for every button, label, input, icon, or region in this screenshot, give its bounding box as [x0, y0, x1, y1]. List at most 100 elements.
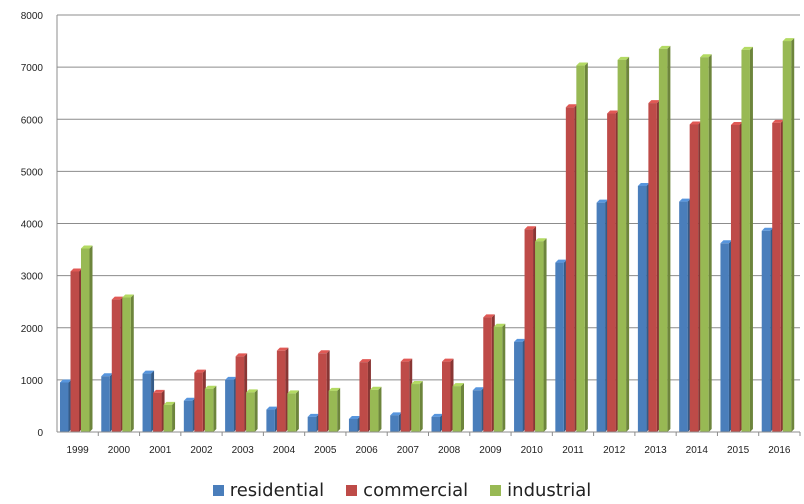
- bar-front: [183, 400, 193, 432]
- bar-commercial-2015: [730, 121, 743, 432]
- bar-side: [89, 245, 93, 432]
- bar-top: [472, 387, 485, 391]
- bar-top: [761, 227, 774, 231]
- bar-front: [730, 124, 740, 432]
- bar-front: [225, 379, 234, 432]
- bar-residential-2007: [390, 412, 402, 432]
- bar-top: [101, 373, 113, 377]
- bar-top: [359, 359, 371, 363]
- bar-top: [648, 100, 660, 104]
- bar-top: [153, 389, 165, 393]
- bar-front: [235, 356, 245, 432]
- bar-side: [502, 323, 506, 432]
- legend: residential commercial industrial: [0, 478, 804, 502]
- x-tick-label: 2011: [562, 445, 584, 456]
- bar-commercial-2000: [111, 296, 124, 432]
- bar-front: [617, 59, 627, 432]
- x-tick-label: 2014: [686, 445, 709, 456]
- bar-top: [772, 119, 784, 123]
- bar-side: [213, 385, 217, 432]
- bar-residential-2006: [348, 415, 361, 432]
- bar-side: [791, 38, 795, 432]
- bar-front: [596, 202, 606, 432]
- bar-top: [235, 353, 248, 357]
- bar-top: [514, 338, 526, 342]
- x-tick-label: 1999: [67, 445, 90, 456]
- bar-side: [626, 56, 630, 432]
- bar-industrial-2002: [204, 385, 217, 432]
- legend-label-residential: residential: [229, 479, 325, 501]
- bar-top: [483, 314, 495, 318]
- bar-side: [254, 389, 258, 432]
- bar-front: [276, 350, 286, 432]
- bar-top: [225, 376, 237, 380]
- bar-residential-2003: [225, 376, 237, 432]
- legend-label-commercial: commercial: [363, 479, 469, 501]
- bar-industrial-2009: [493, 323, 506, 432]
- bar-industrial-2013: [658, 45, 671, 432]
- bar-front: [648, 103, 657, 432]
- x-tick-label: 2004: [273, 445, 296, 456]
- bar-front: [163, 404, 173, 432]
- bar-residential-2015: [720, 240, 732, 432]
- x-tick-label: 2007: [397, 445, 420, 456]
- bar-front: [142, 373, 152, 432]
- bar-commercial-2004: [276, 347, 289, 432]
- x-tick-label: 2009: [479, 445, 502, 456]
- legend-swatch-commercial: [346, 484, 358, 496]
- bar-front: [369, 389, 379, 432]
- bar-residential-1999: [60, 379, 72, 432]
- bar-residential-2013: [637, 182, 650, 432]
- bar-residential-2010: [514, 338, 526, 432]
- bar-industrial-2011: [576, 62, 588, 432]
- bar-top: [431, 413, 443, 417]
- bar-top: [307, 413, 320, 417]
- bar-industrial-2015: [741, 46, 753, 433]
- gridlines: [57, 14, 800, 433]
- bar-commercial-2011: [565, 104, 578, 432]
- bar-top: [70, 268, 82, 272]
- y-tick-label: 3000: [21, 272, 44, 283]
- bar-commercial-2014: [689, 121, 702, 433]
- bar-front: [400, 361, 410, 432]
- y-tick-label: 5000: [21, 167, 44, 178]
- bar-industrial-2004: [287, 390, 299, 432]
- bar-industrial-2005: [328, 387, 341, 432]
- bar-industrial-2000: [122, 294, 134, 432]
- bar-top: [266, 406, 278, 410]
- bar-top: [246, 389, 258, 393]
- x-tick-label: 2008: [438, 445, 461, 456]
- bar-commercial-2016: [772, 119, 784, 433]
- legend-item-commercial: commercial: [346, 480, 468, 501]
- bar-top: [700, 54, 712, 58]
- bar-front: [535, 241, 544, 432]
- bar-front: [246, 392, 255, 432]
- bar-commercial-2006: [359, 359, 371, 432]
- bar-industrial-2016: [782, 38, 795, 432]
- bar-front: [524, 229, 534, 432]
- bar-top: [163, 401, 176, 405]
- legend-label-industrial: industrial: [507, 479, 592, 501]
- bar-top: [689, 121, 702, 125]
- bar-industrial-2006: [369, 386, 382, 432]
- bar-front: [307, 416, 317, 432]
- bar-top: [411, 381, 423, 385]
- bar-side: [749, 46, 753, 432]
- bar-front: [60, 382, 69, 432]
- bar-top: [720, 240, 732, 244]
- bar-front: [565, 107, 575, 432]
- bar-residential-2014: [679, 198, 691, 432]
- bar-front: [70, 271, 79, 432]
- bar-residential-2000: [101, 373, 113, 432]
- bar-front: [514, 341, 523, 432]
- bar-commercial-2002: [194, 369, 206, 432]
- bar-top: [637, 182, 650, 186]
- bar-top: [204, 385, 217, 389]
- bar-front: [658, 48, 668, 432]
- y-tick-label: 1000: [21, 376, 44, 387]
- bar-top: [555, 259, 567, 263]
- x-axis-tick-labels: 1999 2000 2001 2002 2003 2004 2005 2006 2007 2008…: [67, 445, 791, 456]
- bar-front: [700, 57, 709, 432]
- bar-top: [741, 46, 753, 50]
- bar-front: [101, 376, 110, 432]
